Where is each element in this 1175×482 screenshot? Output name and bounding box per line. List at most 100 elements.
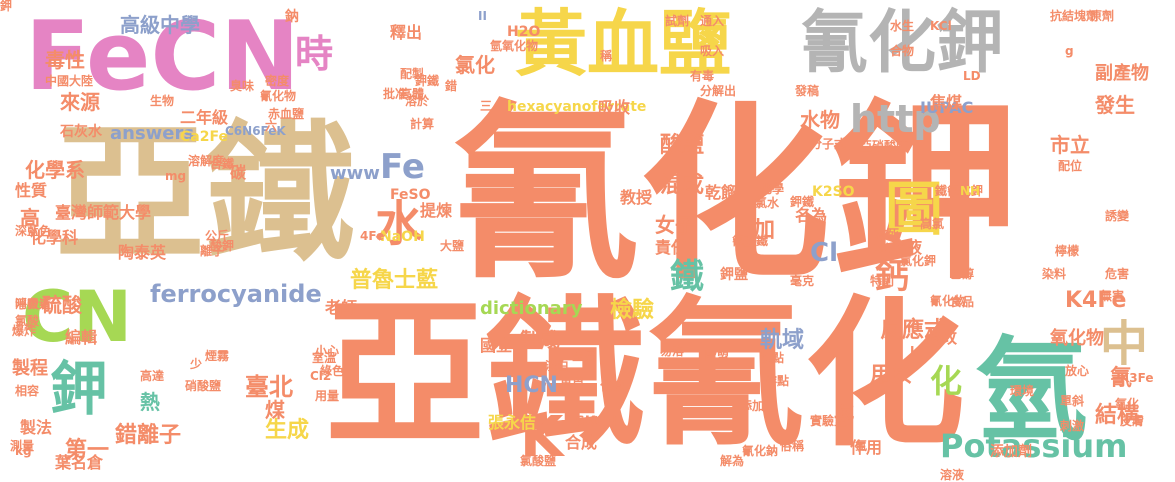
word: 合鐵 <box>210 157 235 171</box>
word: Potassium <box>940 427 1128 465</box>
word: 室溫 <box>312 351 337 365</box>
word: 俗稱 <box>780 439 805 453</box>
word: 氯 <box>855 439 868 453</box>
word: 單斜 <box>1060 394 1085 408</box>
word: 中 <box>1100 316 1149 372</box>
word: 分解出 <box>700 84 737 98</box>
word: L <box>910 344 918 358</box>
word: Ca2Fe <box>180 129 228 145</box>
word: 修改 <box>925 328 958 347</box>
word: 合成 <box>565 433 598 452</box>
word: 第一 <box>65 438 110 463</box>
word: hexacyanoferrate <box>507 99 647 115</box>
word: 水生 <box>890 19 915 33</box>
word: 乙醇 <box>950 267 975 281</box>
word: 酸鉀 <box>210 239 235 253</box>
word: 亞鐵氰化 <box>325 281 966 468</box>
word: 硫酸 <box>42 293 82 317</box>
word: 市立 <box>1050 133 1090 157</box>
word: 時 <box>295 32 334 76</box>
word: 易溶 <box>660 344 685 358</box>
word: 檢驗 <box>610 298 655 323</box>
word: 密度 <box>265 74 290 88</box>
word: 熱 <box>140 390 160 414</box>
word: 高氯 <box>920 217 945 231</box>
word: IUPAC <box>920 98 974 117</box>
word: 化學科 <box>30 228 79 247</box>
word: 抗結塊劑 <box>1050 9 1099 23</box>
word: 吸收 <box>598 98 631 117</box>
word: 煤 <box>265 398 285 422</box>
word: HCN <box>505 373 558 398</box>
word: 刺激 <box>1060 419 1085 433</box>
word: 副產物 <box>1095 63 1149 84</box>
word: 呼吸道 <box>15 297 52 311</box>
word: 相容 <box>15 384 40 398</box>
word: 沸點 <box>760 351 785 365</box>
word: 鉀鐵 <box>415 74 440 88</box>
word: 氰化鉀 <box>450 84 1021 305</box>
word: 硝酸鹽 <box>185 379 222 393</box>
word: 生物 <box>150 94 175 108</box>
word: C6N6FeK <box>225 124 286 138</box>
word: 女子 <box>655 213 695 237</box>
word: 添加劑 <box>990 444 1032 460</box>
word: 加 <box>753 218 776 243</box>
word: 製程 <box>12 358 48 379</box>
word: 大鹽 <box>440 239 465 253</box>
word: 氰 <box>1110 366 1133 391</box>
word: ferrocyanide <box>150 280 322 308</box>
word: 鈉 <box>285 9 299 25</box>
word: Cl2 <box>310 369 332 383</box>
word: 氧化 <box>1115 397 1140 411</box>
word: 氯水 <box>755 196 780 210</box>
word: K2SO <box>812 184 855 200</box>
word: 水溶液 <box>874 238 923 257</box>
word: 氫 <box>975 326 1087 456</box>
word: 錯離子 <box>115 423 182 448</box>
word: 化 <box>930 362 963 400</box>
word: 教授 <box>620 188 653 207</box>
word: 氯酸 <box>15 314 40 328</box>
word: 石灰水 <box>60 124 102 140</box>
word: 乾餾 <box>705 183 738 202</box>
word: 亞鐵 <box>55 108 356 282</box>
word: 4Fe <box>360 229 385 243</box>
word: 國立 <box>480 336 513 355</box>
word: 反應式 <box>880 318 947 343</box>
word: 中國大陸 <box>45 74 94 88</box>
word: 熔點 <box>765 374 790 388</box>
word: LD <box>963 69 981 83</box>
word: II <box>478 9 487 23</box>
word: 吸入 <box>700 44 725 58</box>
word: K <box>520 405 564 470</box>
word: 高體 <box>400 87 425 101</box>
word: 溶於 <box>405 94 430 108</box>
word: 特別 <box>870 274 895 288</box>
word: 檸檬 <box>1055 244 1080 258</box>
word: 氧化物 <box>1050 328 1104 349</box>
word: answers <box>110 123 195 144</box>
word: 張永佶 <box>488 413 537 432</box>
word: 深藍色 <box>15 224 52 238</box>
word: 發稿 <box>795 84 820 98</box>
word: 有毒 <box>690 69 715 83</box>
word: 6KCN <box>575 414 617 430</box>
word: mg <box>165 169 187 183</box>
word: 臭味 <box>230 79 255 93</box>
word: 煙霧 <box>205 349 230 363</box>
word: 赤血鹽 <box>268 107 305 121</box>
word: FeSO <box>390 187 431 203</box>
word: 公斤 <box>205 229 230 243</box>
word: K4Fe <box>1065 288 1127 313</box>
word: 氰化物 <box>930 294 967 308</box>
word: 用於 <box>870 363 915 388</box>
word: 原劑 <box>1090 9 1115 23</box>
word: 通入 <box>700 14 725 28</box>
word: 水物 <box>800 108 840 132</box>
word: 老師 <box>325 298 358 317</box>
word: 名為 <box>795 206 828 225</box>
word: Cl <box>810 238 838 268</box>
word: 離子 <box>200 244 225 258</box>
word: g <box>1065 44 1074 58</box>
